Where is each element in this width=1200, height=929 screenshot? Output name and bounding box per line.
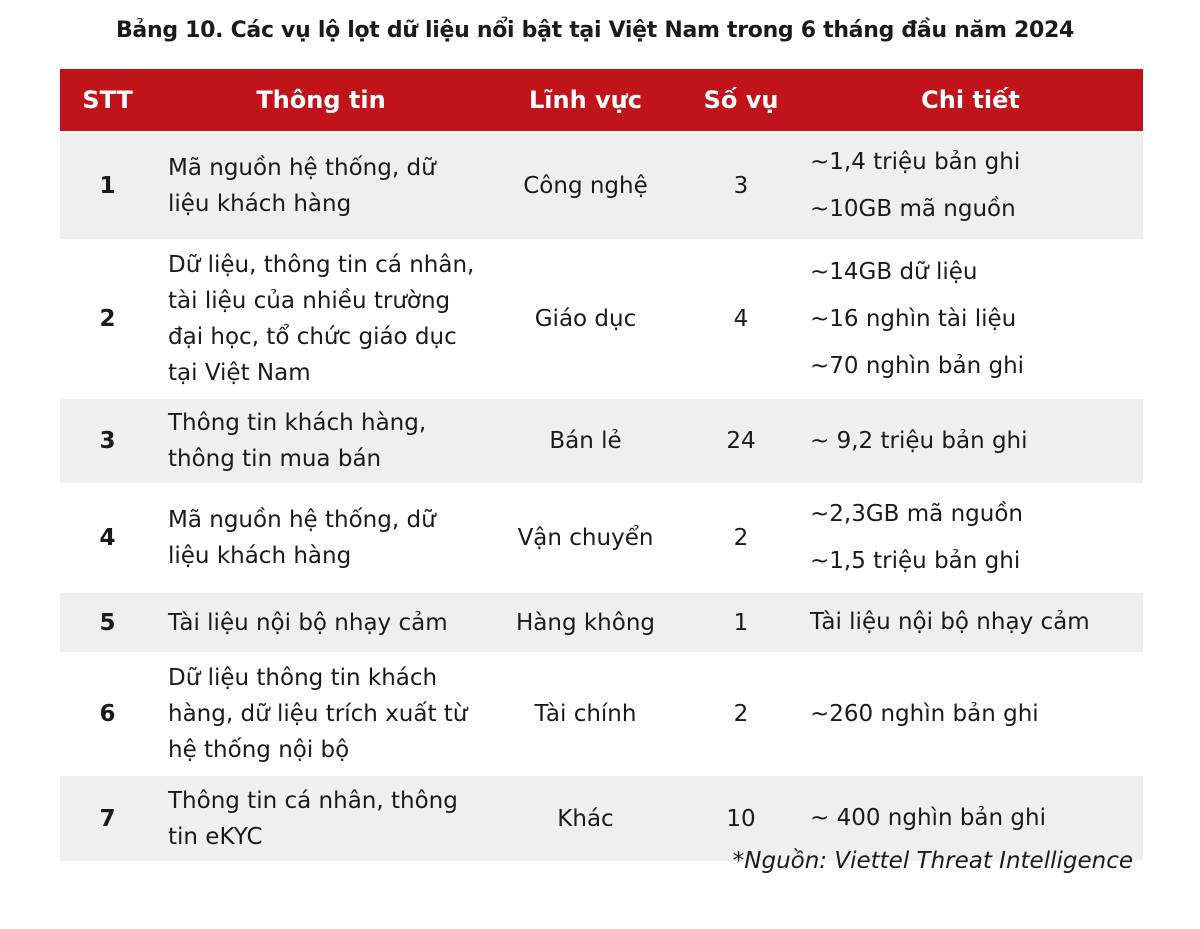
cell-field: Khác bbox=[487, 776, 684, 861]
column-header-stt: STT bbox=[60, 69, 155, 131]
cell-detail: ~ 9,2 triệu bản ghi bbox=[798, 399, 1143, 483]
detail-line: ~2,3GB mã nguồn bbox=[810, 501, 1023, 527]
cell-info: Thông tin cá nhân, thông tin eKYC bbox=[155, 776, 487, 861]
table-header-row: STT Thông tin Lĩnh vực Số vụ Chi tiết bbox=[60, 69, 1143, 131]
cell-field: Công nghệ bbox=[487, 133, 684, 239]
detail-line: ~14GB dữ liệu bbox=[810, 258, 978, 285]
table-row: 2 Dữ liệu, thông tin cá nhân, tài liệu củ… bbox=[60, 241, 1143, 397]
cell-stt: 3 bbox=[60, 399, 155, 483]
detail-line: ~10GB mã nguồn bbox=[810, 196, 1016, 222]
cell-count: 1 bbox=[684, 593, 798, 652]
detail-line: ~ 9,2 triệu bản ghi bbox=[810, 427, 1028, 454]
cell-field: Hàng không bbox=[487, 593, 684, 652]
cell-field: Vận chuyển bbox=[487, 485, 684, 591]
detail-line: ~260 nghìn bản ghi bbox=[810, 700, 1039, 727]
cell-detail: ~ 400 nghìn bản ghi bbox=[798, 776, 1143, 861]
cell-stt: 7 bbox=[60, 776, 155, 861]
detail-line: ~ 400 nghìn bản ghi bbox=[810, 805, 1046, 831]
table-row: 3 Thông tin khách hàng, thông tin mua bán… bbox=[60, 399, 1143, 483]
cell-count: 4 bbox=[684, 241, 798, 397]
source-note: *Nguồn: Viettel Threat Intelligence bbox=[732, 848, 1133, 874]
cell-detail: ~14GB dữ liệu ~16 nghìn tài liệu ~70 nghìn… bbox=[798, 241, 1143, 397]
cell-count: 3 bbox=[684, 133, 798, 239]
table-row: 4 Mã nguồn hệ thống, dữ liệu khách hàng Vậ… bbox=[60, 485, 1143, 591]
detail-line: ~70 nghìn bản ghi bbox=[810, 352, 1025, 379]
column-header-detail: Chi tiết bbox=[798, 69, 1143, 131]
cell-info: Thông tin khách hàng, thông tin mua bán bbox=[155, 399, 487, 483]
cell-field: Tài chính bbox=[487, 654, 684, 774]
detail-line: Tài liệu nội bộ nhạy cảm bbox=[810, 609, 1090, 635]
cell-count: 24 bbox=[684, 399, 798, 483]
cell-detail: ~1,4 triệu bản ghi ~10GB mã nguồn bbox=[798, 133, 1143, 239]
cell-detail: ~260 nghìn bản ghi bbox=[798, 654, 1143, 774]
cell-info: Mã nguồn hệ thống, dữ liệu khách hàng bbox=[155, 485, 487, 591]
table-title: Bảng 10. Các vụ lộ lọt dữ liệu nổi bật t… bbox=[115, 18, 1075, 43]
cell-stt: 2 bbox=[60, 241, 155, 397]
table-row: 1 Mã nguồn hệ thống, dữ liệu khách hàng Cô… bbox=[60, 133, 1143, 239]
column-header-count: Số vụ bbox=[684, 69, 798, 131]
cell-count: 10 bbox=[684, 776, 798, 861]
detail-line: ~1,5 triệu bản ghi bbox=[810, 548, 1021, 574]
detail-line: ~16 nghìn tài liệu bbox=[810, 305, 1017, 332]
cell-detail: Tài liệu nội bộ nhạy cảm bbox=[798, 593, 1143, 652]
cell-stt: 4 bbox=[60, 485, 155, 591]
cell-field: Giáo dục bbox=[487, 241, 684, 397]
detail-line: ~1,4 triệu bản ghi bbox=[810, 149, 1021, 175]
cell-info: Dữ liệu, thông tin cá nhân, tài liệu của… bbox=[155, 241, 487, 397]
table-row: 5 Tài liệu nội bộ nhạy cảm Hàng không 1 Tài … bbox=[60, 593, 1143, 652]
cell-count: 2 bbox=[684, 485, 798, 591]
cell-stt: 5 bbox=[60, 593, 155, 652]
cell-stt: 1 bbox=[60, 133, 155, 239]
cell-stt: 6 bbox=[60, 654, 155, 774]
cell-field: Bán lẻ bbox=[487, 399, 684, 483]
column-header-field: Lĩnh vực bbox=[487, 69, 684, 131]
cell-count: 2 bbox=[684, 654, 798, 774]
cell-info: Tài liệu nội bộ nhạy cảm bbox=[155, 593, 487, 652]
cell-info: Dữ liệu thông tin khách hàng, dữ liệu tr… bbox=[155, 654, 487, 774]
cell-detail: ~2,3GB mã nguồn ~1,5 triệu bản ghi bbox=[798, 485, 1143, 591]
cell-info: Mã nguồn hệ thống, dữ liệu khách hàng bbox=[155, 133, 487, 239]
table-row: 6 Dữ liệu thông tin khách hàng, dữ liệu t… bbox=[60, 654, 1143, 774]
column-header-info: Thông tin bbox=[155, 69, 487, 131]
table-row: 7 Thông tin cá nhân, thông tin eKYC Khác 10… bbox=[60, 776, 1143, 861]
